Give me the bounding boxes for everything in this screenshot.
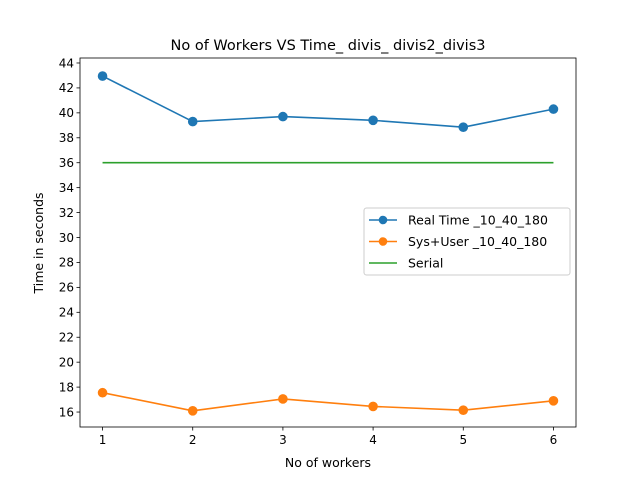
data-point <box>368 401 378 412</box>
legend-item: Sys+User _10_40_180 <box>369 234 547 249</box>
legend-item: Serial <box>369 256 443 271</box>
y-tick-label: 42 <box>59 81 74 95</box>
legend: Real Time _10_40_180 Sys+User _10_40_180 S… <box>363 207 571 276</box>
y-tick-label: 20 <box>59 355 74 369</box>
data-point <box>548 104 559 114</box>
y-tick-label: 36 <box>59 156 74 170</box>
y-tick-label: 40 <box>59 106 74 120</box>
x-axis: 1 2 3 4 5 6 <box>99 427 558 447</box>
y-tick-label: 26 <box>59 281 74 295</box>
y-axis: 16 18 20 22 24 26 28 30 32 34 36 38 40 42 44 <box>59 56 80 419</box>
data-point <box>548 396 559 406</box>
x-tick-label: 6 <box>550 433 558 447</box>
y-tick-label: 30 <box>59 231 74 245</box>
y-tick-label: 22 <box>59 331 74 345</box>
x-tick-label: 4 <box>369 433 377 447</box>
legend-swatch-marker <box>378 237 388 246</box>
legend-item: Real Time _10_40_180 <box>369 213 548 228</box>
series-line <box>102 75 554 128</box>
axes-frame <box>79 57 577 428</box>
series-2 <box>97 387 559 416</box>
series-line <box>102 391 554 412</box>
legend-swatch-marker <box>378 215 388 225</box>
series-layer <box>97 71 559 416</box>
data-point <box>278 394 288 404</box>
x-axis-label: No of workers <box>285 455 371 470</box>
y-tick-label: 16 <box>59 405 74 419</box>
x-tick-label: 3 <box>279 433 287 447</box>
x-tick-label: 5 <box>459 433 467 447</box>
chart-title: No of Workers VS Time_ divis_ divis2_div… <box>171 38 486 54</box>
data-point <box>187 116 198 127</box>
x-tick-label: 2 <box>189 433 197 447</box>
x-tick-label: 1 <box>99 433 107 447</box>
y-tick-label: 44 <box>59 56 74 70</box>
legend-box <box>363 207 571 276</box>
data-point <box>187 405 198 416</box>
y-tick-label: 34 <box>59 181 74 195</box>
y-tick-label: 32 <box>59 206 74 220</box>
y-tick-label: 24 <box>59 306 74 320</box>
legend-label: Serial <box>408 256 443 271</box>
y-tick-label: 28 <box>59 256 74 270</box>
y-tick-label: 18 <box>59 380 74 394</box>
y-tick-label: 38 <box>59 131 74 145</box>
data-point <box>458 122 469 132</box>
y-axis-label: Time in seconds <box>31 192 46 294</box>
series-1 <box>97 71 559 132</box>
legend-label: Sys+User _10_40_180 <box>408 234 547 249</box>
data-point <box>97 71 108 81</box>
data-point <box>97 387 108 398</box>
legend-label: Real Time _10_40_180 <box>408 213 548 228</box>
data-point <box>368 115 378 126</box>
data-point <box>458 405 469 415</box>
data-point <box>278 111 288 122</box>
